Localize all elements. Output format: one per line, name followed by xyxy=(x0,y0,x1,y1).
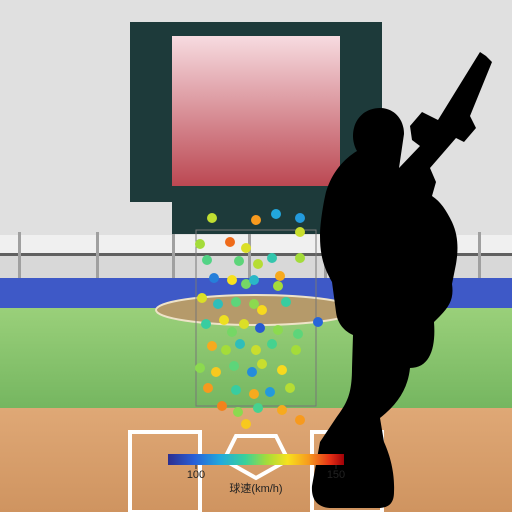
stand-post xyxy=(248,232,251,280)
pitch-point xyxy=(295,253,305,263)
pitch-point xyxy=(207,341,217,351)
pitch-point xyxy=(249,389,259,399)
pitch-point xyxy=(231,385,241,395)
pitch-point xyxy=(291,345,301,355)
pitch-point xyxy=(247,367,257,377)
pitch-point xyxy=(265,387,275,397)
pitch-point xyxy=(241,243,251,253)
pitch-point xyxy=(239,319,249,329)
colorbar-tick-label: 100 xyxy=(187,469,205,481)
stand-post xyxy=(96,232,99,280)
colorbar-tick-label: 150 xyxy=(327,469,345,481)
pitch-point xyxy=(295,213,305,223)
pitch-point xyxy=(277,365,287,375)
pitch-point xyxy=(273,281,283,291)
pitch-point xyxy=(211,367,221,377)
pitch-point xyxy=(219,315,229,325)
pitch-point xyxy=(203,383,213,393)
pitch-point xyxy=(257,359,267,369)
pitch-point xyxy=(217,401,227,411)
pitch-point xyxy=(231,297,241,307)
pitch-location-chart: 100 150 球速(km/h) xyxy=(0,0,512,512)
pitch-point xyxy=(221,345,231,355)
pitch-point xyxy=(251,215,261,225)
pitch-point xyxy=(225,237,235,247)
pitch-point xyxy=(251,345,261,355)
pitch-point xyxy=(273,325,283,335)
pitch-point xyxy=(267,339,277,349)
scoreboard-screen xyxy=(172,36,340,186)
stand-post xyxy=(172,232,175,280)
pitch-point xyxy=(209,273,219,283)
pitch-point xyxy=(207,213,217,223)
pitch-point xyxy=(227,275,237,285)
pitch-point xyxy=(197,293,207,303)
pitch-point xyxy=(253,403,263,413)
pitch-point xyxy=(313,317,323,327)
pitch-point xyxy=(233,407,243,417)
pitch-point xyxy=(213,299,223,309)
pitch-point xyxy=(255,323,265,333)
colorbar-title: 球速(km/h) xyxy=(229,481,282,495)
pitch-point xyxy=(201,319,211,329)
pitch-point xyxy=(229,361,239,371)
pitch-point xyxy=(227,327,237,337)
pitch-point xyxy=(293,329,303,339)
pitch-point xyxy=(267,253,277,263)
pitch-point xyxy=(195,363,205,373)
stand-post xyxy=(18,232,21,280)
pitch-point xyxy=(249,299,259,309)
pitch-point xyxy=(235,339,245,349)
pitch-point xyxy=(249,275,259,285)
pitch-point xyxy=(295,415,305,425)
pitch-point xyxy=(202,255,212,265)
pitch-point xyxy=(295,227,305,237)
colorbar xyxy=(168,454,344,465)
pitch-point xyxy=(275,271,285,281)
stand-post xyxy=(478,232,481,280)
pitch-point xyxy=(241,419,251,429)
pitch-point xyxy=(281,297,291,307)
pitch-point xyxy=(271,209,281,219)
pitch-point xyxy=(285,383,295,393)
pitch-point xyxy=(253,259,263,269)
pitch-point xyxy=(234,256,244,266)
pitch-point xyxy=(195,239,205,249)
pitch-point xyxy=(257,305,267,315)
pitch-point xyxy=(277,405,287,415)
